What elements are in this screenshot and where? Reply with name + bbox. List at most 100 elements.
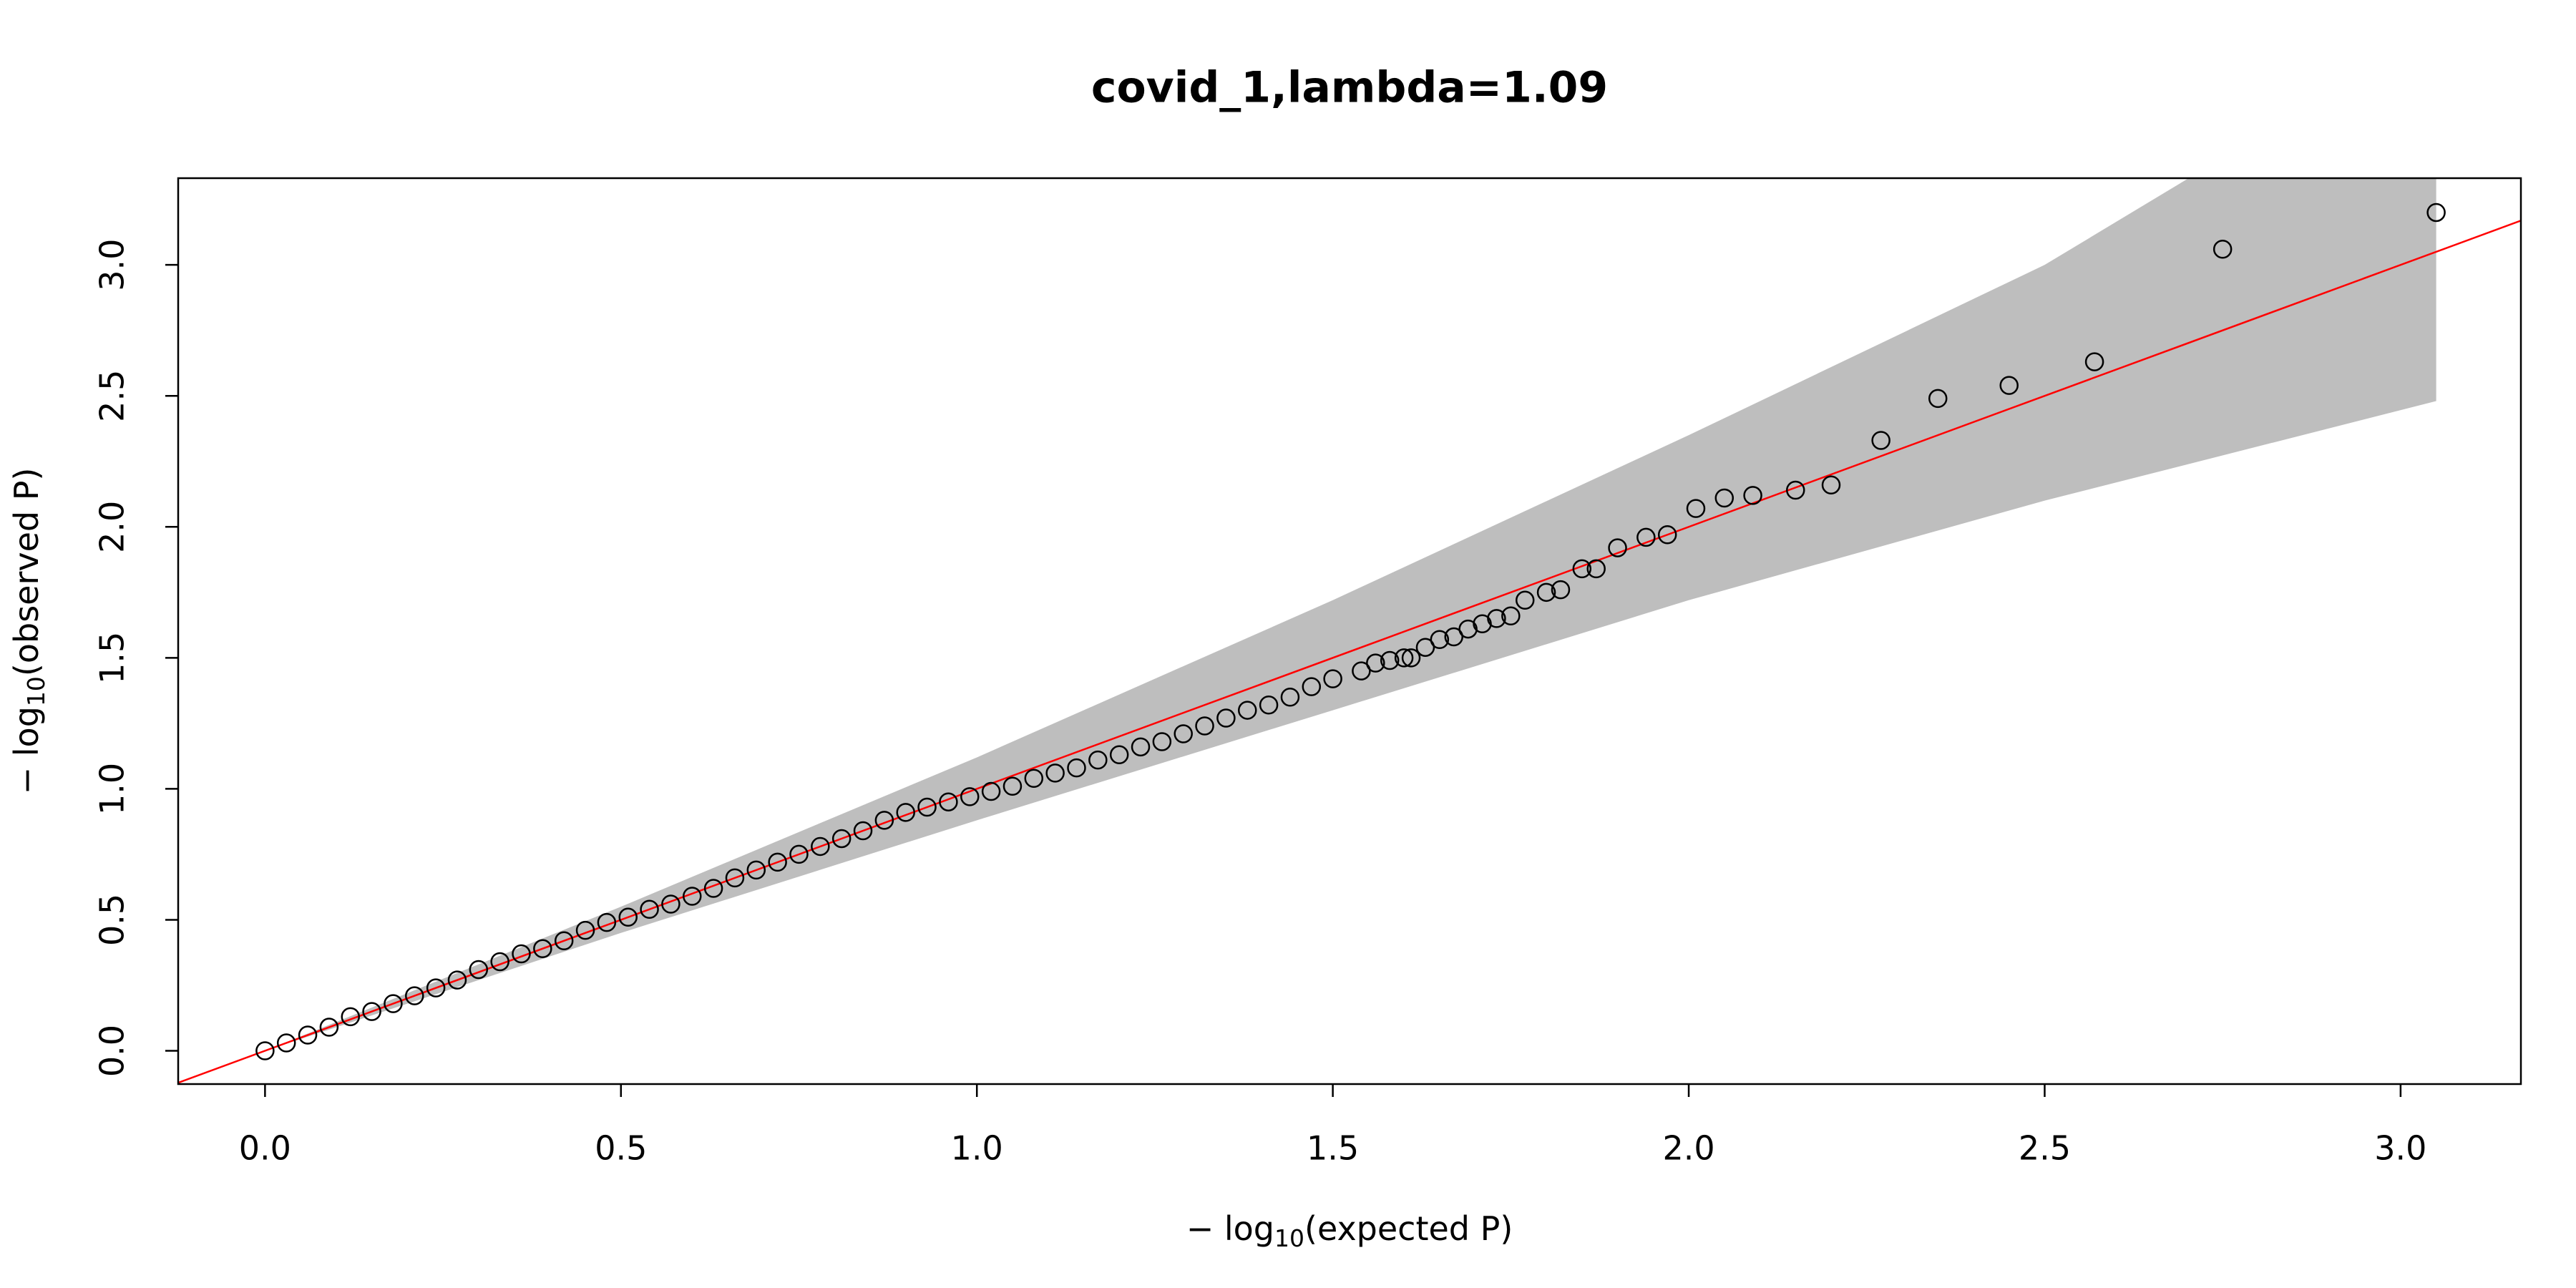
point	[1237, 701, 1257, 720]
point	[554, 931, 574, 950]
y-tick-label: 2.0	[93, 501, 132, 553]
point	[789, 844, 809, 864]
point	[661, 894, 680, 914]
point	[2426, 203, 2446, 223]
point	[1871, 431, 1890, 450]
x-title-sub: 10	[1274, 1224, 1304, 1252]
point	[1366, 653, 1385, 673]
y-tick-label: 0.5	[93, 894, 132, 946]
point	[298, 1025, 318, 1045]
point	[405, 986, 424, 1005]
point	[447, 970, 467, 990]
point	[1280, 688, 1300, 707]
x-tick-label: 1.5	[1307, 1129, 1359, 1168]
point	[831, 829, 852, 849]
point	[2212, 239, 2233, 259]
point	[1444, 627, 1463, 647]
x-tick-label: 0.0	[239, 1129, 291, 1168]
point	[1714, 488, 1735, 508]
y-axis-title: − log10(observed P)	[7, 468, 50, 795]
y-title-prefix: − log	[7, 706, 46, 794]
point	[1586, 559, 1606, 579]
x-tick-label: 0.5	[595, 1129, 647, 1168]
y-tick-label: 0.0	[93, 1025, 132, 1077]
point	[640, 899, 659, 919]
point	[1536, 582, 1556, 602]
point	[1045, 763, 1065, 783]
point	[1928, 389, 1948, 409]
y-title-suffix: (observed P)	[7, 468, 46, 677]
point	[1636, 527, 1656, 547]
point	[1786, 480, 1805, 500]
point	[939, 792, 958, 811]
x-title-suffix: (expected P)	[1304, 1209, 1513, 1248]
point	[276, 1033, 296, 1053]
x-tick-label: 1.0	[951, 1129, 1003, 1168]
point	[469, 960, 489, 980]
point	[1174, 724, 1193, 743]
plot-area	[178, 178, 2521, 1084]
point	[960, 787, 980, 806]
point	[319, 1018, 339, 1037]
point	[1999, 376, 2019, 395]
point	[597, 912, 617, 932]
point	[1394, 648, 1414, 668]
point	[1608, 538, 1627, 557]
point	[1657, 525, 1677, 545]
point	[255, 1041, 275, 1060]
point	[575, 920, 595, 940]
x-tick-label: 2.0	[1662, 1129, 1714, 1168]
point	[1430, 630, 1450, 649]
point	[384, 994, 403, 1013]
point	[1415, 638, 1435, 657]
point	[512, 944, 531, 964]
plot-frame	[177, 177, 2522, 1085]
point	[811, 836, 830, 857]
y-tick-label: 2.5	[93, 370, 132, 422]
point	[1401, 648, 1421, 668]
point	[1024, 769, 1044, 789]
point	[1572, 559, 1592, 579]
point	[1195, 716, 1214, 736]
x-axis-title: − log10(expected P)	[1186, 1209, 1513, 1252]
reference-line	[178, 219, 2521, 1084]
point	[1821, 475, 1841, 494]
point	[1515, 590, 1535, 610]
point	[896, 803, 915, 822]
point	[1152, 732, 1172, 751]
point	[1002, 776, 1023, 796]
point	[1501, 606, 1521, 626]
point	[917, 797, 937, 817]
point	[1352, 661, 1371, 680]
point	[768, 852, 787, 872]
point	[725, 868, 745, 888]
point	[2084, 352, 2104, 371]
point	[1380, 650, 1400, 670]
point	[618, 907, 638, 927]
point	[341, 1007, 360, 1027]
y-tick-label: 3.0	[93, 239, 132, 291]
confidence-band	[265, 178, 2436, 1051]
point	[703, 879, 723, 898]
point	[1743, 486, 1762, 505]
point	[853, 821, 873, 841]
y-title-sub: 10	[22, 676, 50, 706]
x-tick-label: 3.0	[2374, 1129, 2426, 1168]
point	[426, 978, 446, 997]
point	[1109, 745, 1129, 765]
point	[746, 860, 766, 880]
point	[362, 1002, 381, 1021]
point	[1216, 708, 1236, 728]
point	[1551, 580, 1571, 600]
x-tick-label: 2.5	[2019, 1129, 2071, 1168]
y-tick-label: 1.0	[93, 763, 132, 815]
point	[1323, 669, 1342, 688]
point	[490, 952, 509, 972]
x-title-prefix: − log	[1186, 1209, 1274, 1248]
point	[1487, 609, 1506, 628]
point	[1131, 737, 1151, 757]
point	[683, 887, 702, 906]
point	[981, 781, 1001, 801]
point	[874, 811, 894, 830]
